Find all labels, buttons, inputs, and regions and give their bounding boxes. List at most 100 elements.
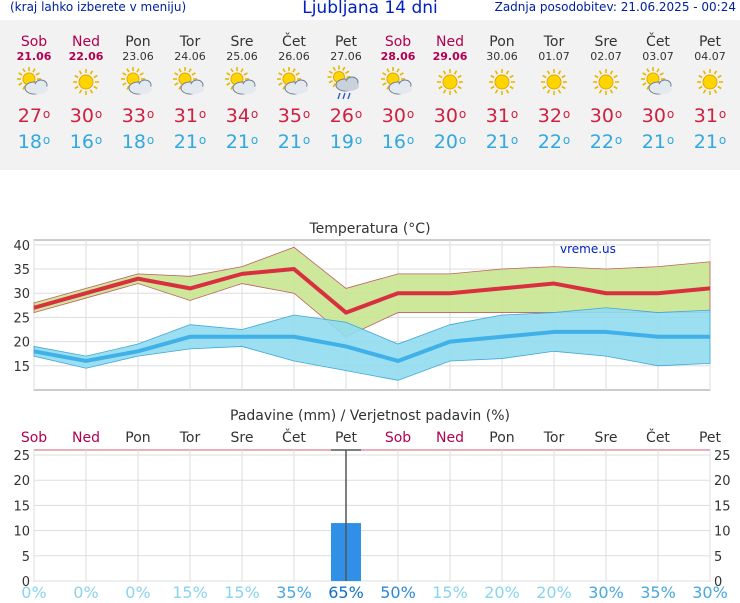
weather-icon-holder — [684, 63, 736, 103]
min-temp: 21o — [641, 131, 675, 153]
x-day-label: Pet — [335, 430, 358, 446]
max-temp: 32o — [537, 105, 571, 127]
min-temp: 18o — [121, 131, 155, 153]
precip-probability: 20% — [484, 583, 520, 602]
y-tick-label-right: 20 — [714, 474, 731, 489]
weather-icon-holder — [372, 63, 424, 103]
day-column: Pet 27.06 26o 19o — [320, 20, 372, 155]
plot-area — [33, 449, 711, 582]
day-name: Tor — [543, 34, 565, 50]
page-title: Ljubljana 14 dni — [302, 0, 438, 18]
sun-icon — [697, 69, 723, 95]
max-temp: 30o — [589, 105, 623, 127]
weather-icon-holder — [8, 63, 60, 103]
x-day-label: Tor — [543, 430, 565, 446]
y-tick-label: 30 — [13, 287, 30, 302]
header: (kraj lahko izberete v meniju) Ljubljana… — [0, 0, 740, 20]
day-date: 21.06 — [16, 50, 52, 63]
day-name: Pon — [489, 34, 515, 50]
y-tick-label-left: 0 — [22, 575, 30, 590]
y-tick-label-left: 5 — [22, 550, 30, 565]
sun-icon — [73, 69, 99, 95]
min-temp: 22o — [589, 131, 623, 153]
day-date: 30.06 — [486, 50, 518, 63]
day-name: Pon — [125, 34, 151, 50]
y-tick-label: 15 — [13, 360, 30, 375]
max-temp: 35o — [277, 105, 311, 127]
weather-icon-holder — [112, 63, 164, 103]
x-day-label: Ned — [72, 430, 100, 446]
day-column: Sob 21.06 27o 18o — [8, 20, 60, 155]
precip-probability: 0% — [73, 583, 98, 602]
min-temp: 19o — [329, 131, 363, 153]
max-temp: 30o — [641, 105, 675, 127]
weather-icon-holder — [476, 63, 528, 103]
y-tick-label-left: 25 — [13, 449, 30, 464]
x-day-label: Čet — [646, 428, 670, 446]
day-date: 03.07 — [642, 50, 674, 63]
temperature-chart: Temperatura (°C) 15 20 25 30 35 40 vreme.us — [13, 221, 711, 391]
day-date: 27.06 — [330, 50, 362, 63]
day-name: Ned — [436, 34, 464, 50]
day-date: 25.06 — [226, 50, 258, 63]
chart-title: Temperatura (°C) — [308, 221, 430, 237]
max-temp: 33o — [121, 105, 155, 127]
max-temp: 34o — [225, 105, 259, 127]
menu-hint[interactable]: (kraj lahko izberete v meniju) — [10, 0, 187, 14]
min-temp: 22o — [537, 131, 571, 153]
y-tick-label-right: 15 — [714, 499, 731, 514]
weather-icon-holder — [580, 63, 632, 103]
sun-cloud-rain-icon — [327, 65, 359, 100]
y-tick-label: 20 — [13, 336, 30, 351]
precip-probability: 65% — [328, 583, 364, 602]
precip-probability: 30% — [692, 583, 728, 602]
weather-icon-holder — [320, 63, 372, 103]
daily-forecast-strip: Sob 21.06 27o 18o Ned 22.06 30o 16o Pon 23.06 33o 1… — [0, 20, 740, 170]
day-name: Sre — [594, 34, 618, 50]
y-tick-label-left: 20 — [13, 474, 30, 489]
min-temp: 21o — [485, 131, 519, 153]
y-tick-label-left: 15 — [13, 499, 30, 514]
precip-probability: 35% — [640, 583, 676, 602]
day-name: Tor — [179, 34, 201, 50]
max-temp: 30o — [381, 105, 415, 127]
min-temp: 18o — [17, 131, 51, 153]
min-temp: 21o — [277, 131, 311, 153]
last-update: Zadnja posodobitev: 21.06.2025 - 00:24 — [494, 0, 736, 14]
sun-icon — [437, 69, 463, 95]
x-day-label: Tor — [179, 430, 201, 446]
y-tick-label: 35 — [13, 263, 30, 278]
day-date: 01.07 — [538, 50, 570, 63]
max-temp: 31o — [173, 105, 207, 127]
sun-cloud-icon — [17, 67, 48, 95]
sun-cloud-icon — [225, 67, 256, 95]
sun-icon — [541, 69, 567, 95]
day-name: Sob — [20, 34, 48, 50]
day-date: 24.06 — [174, 50, 206, 63]
min-temp: 21o — [225, 131, 259, 153]
day-column: Čet 03.07 30o 21o — [632, 20, 684, 155]
y-tick-label: 25 — [13, 311, 30, 326]
day-name: Pet — [334, 34, 358, 50]
day-date: 28.06 — [380, 50, 416, 63]
max-temp: 30o — [433, 105, 467, 127]
day-column: Sob 28.06 30o 16o — [372, 20, 424, 155]
day-date: 26.06 — [278, 50, 310, 63]
y-tick-label-right: 25 — [714, 449, 731, 464]
day-date: 23.06 — [122, 50, 154, 63]
sun-cloud-icon — [277, 67, 308, 95]
max-temp: 27o — [17, 105, 51, 127]
y-tick-label-right: 0 — [714, 575, 722, 590]
day-date: 02.07 — [590, 50, 622, 63]
day-name: Sre — [230, 34, 254, 50]
day-column: Pon 23.06 33o 18o — [112, 20, 164, 155]
day-column: Ned 22.06 30o 16o — [60, 20, 112, 155]
y-tick-label: 40 — [13, 239, 30, 254]
y-tick-label-right: 10 — [714, 525, 731, 540]
weather-icon-holder — [268, 63, 320, 103]
day-column: Sre 02.07 30o 22o — [580, 20, 632, 155]
sun-cloud-icon — [121, 67, 152, 95]
precip-probability: 30% — [588, 583, 624, 602]
precip-probability: 20% — [536, 583, 572, 602]
precip-probability: 15% — [224, 583, 260, 602]
